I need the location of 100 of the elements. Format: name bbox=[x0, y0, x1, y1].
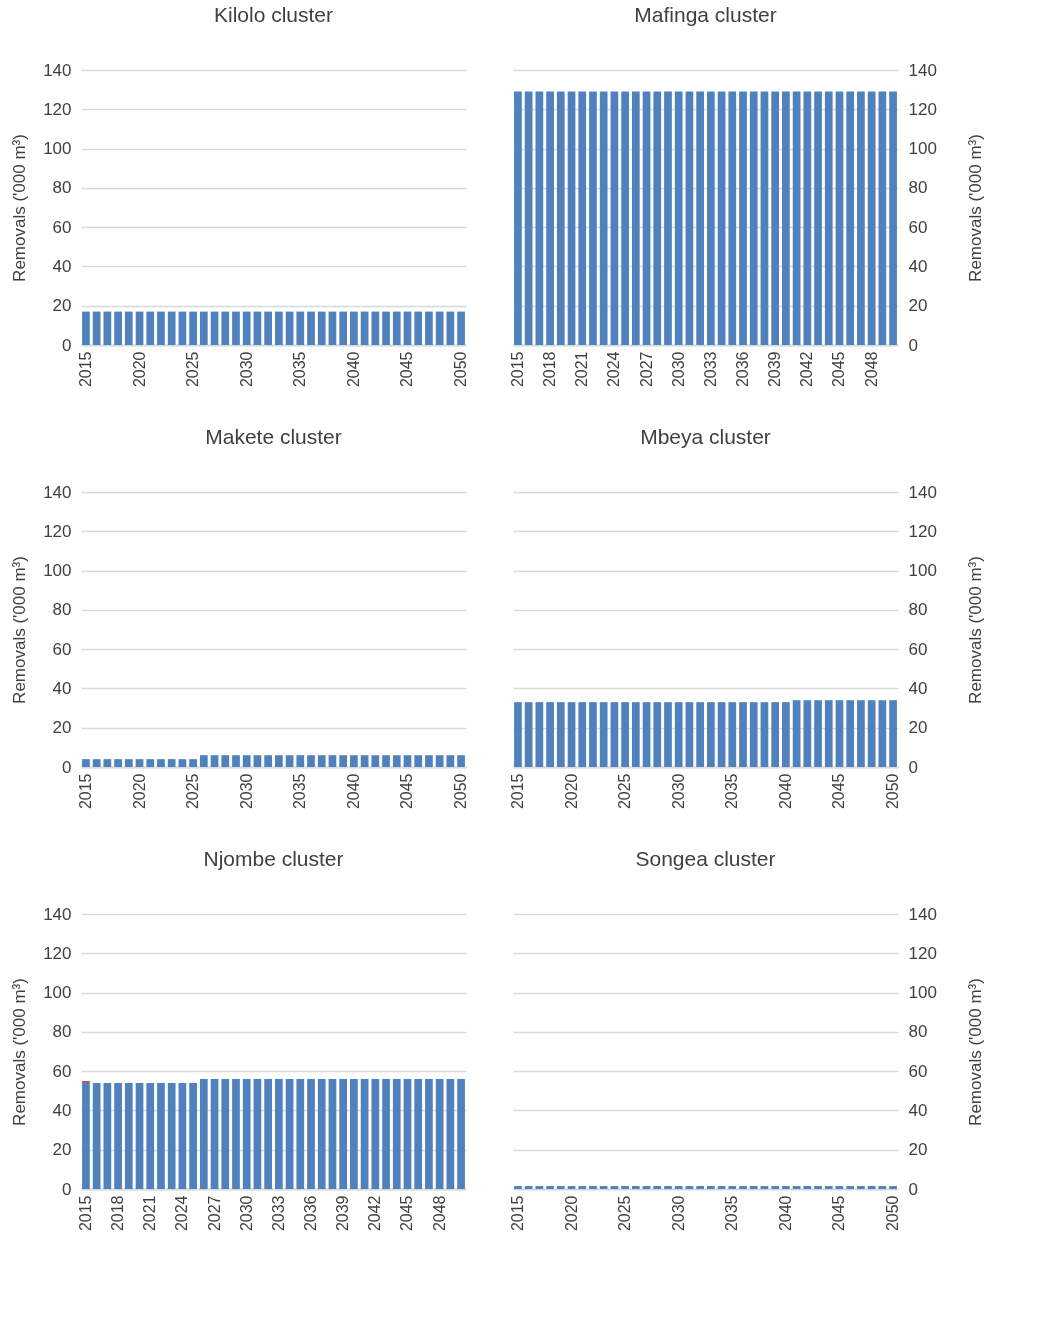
x-tick-label: 2050 bbox=[884, 1195, 902, 1232]
x-tick-label: 2042 bbox=[798, 351, 816, 388]
x-tick-label: 2020 bbox=[130, 773, 148, 810]
x-tick-label: 2039 bbox=[766, 351, 784, 388]
y-tick-label: 120 bbox=[43, 99, 72, 119]
y-axis-title: Removals ('000 m³) bbox=[10, 978, 30, 1126]
x-tick-label: 2030 bbox=[669, 1195, 687, 1232]
y-tick-label: 120 bbox=[43, 943, 72, 963]
x-tick-label: 2042 bbox=[366, 1195, 384, 1232]
chart-title: Makete cluster bbox=[205, 425, 342, 448]
y-tick-label: 0 bbox=[62, 335, 72, 355]
x-tick-label: 2035 bbox=[291, 351, 309, 388]
y-tick-label: 40 bbox=[52, 256, 72, 276]
y-tick-label: 0 bbox=[908, 757, 918, 777]
y-tick-label: 60 bbox=[908, 639, 928, 659]
y-tick-label: 100 bbox=[43, 983, 72, 1003]
x-tick-label: 2048 bbox=[430, 1195, 448, 1232]
x-tick-label: 2015 bbox=[508, 1195, 526, 1232]
x-tick-label: 2020 bbox=[562, 1195, 580, 1232]
x-tick-label: 2050 bbox=[884, 773, 902, 810]
x-tick-label: 2050 bbox=[452, 351, 470, 388]
x-tick-label: 2030 bbox=[237, 1195, 255, 1232]
x-tick-label: 2024 bbox=[173, 1195, 191, 1232]
x-tick-label: 2015 bbox=[76, 1195, 94, 1232]
x-tick-label: 2030 bbox=[237, 351, 255, 388]
y-tick-label: 80 bbox=[908, 600, 928, 620]
y-tick-label: 20 bbox=[52, 296, 72, 316]
y-tick-label: 100 bbox=[43, 139, 72, 159]
y-tick-label: 60 bbox=[52, 217, 72, 237]
y-tick-label: 20 bbox=[52, 1140, 72, 1160]
x-tick-label: 2020 bbox=[130, 351, 148, 388]
y-tick-label: 140 bbox=[43, 60, 72, 80]
y-axis-title: Removals ('000 m³) bbox=[965, 134, 985, 282]
y-tick-label: 140 bbox=[43, 482, 72, 502]
x-tick-label: 2045 bbox=[830, 1195, 848, 1232]
x-tick-label: 2015 bbox=[508, 773, 526, 810]
x-tick-label: 2025 bbox=[616, 1195, 634, 1232]
y-tick-label: 20 bbox=[908, 1140, 928, 1160]
y-tick-label: 20 bbox=[908, 296, 928, 316]
x-tick-label: 2024 bbox=[605, 351, 623, 388]
y-tick-label: 40 bbox=[908, 678, 928, 698]
y-tick-label: 0 bbox=[62, 757, 72, 777]
x-tick-label: 2015 bbox=[508, 351, 526, 388]
x-tick-label: 2030 bbox=[669, 773, 687, 810]
x-tick-label: 2025 bbox=[184, 773, 202, 810]
x-tick-label: 2033 bbox=[269, 1195, 287, 1232]
y-tick-label: 0 bbox=[908, 335, 918, 355]
x-tick-label: 2039 bbox=[334, 1195, 352, 1232]
x-tick-label: 2035 bbox=[723, 773, 741, 810]
x-tick-label: 2035 bbox=[723, 1195, 741, 1232]
x-tick-label: 2048 bbox=[862, 351, 880, 388]
chart-title: Njombe cluster bbox=[203, 847, 344, 870]
y-tick-label: 100 bbox=[908, 983, 937, 1003]
x-tick-label: 2045 bbox=[830, 351, 848, 388]
y-tick-label: 120 bbox=[908, 521, 937, 541]
y-tick-label: 100 bbox=[43, 561, 72, 581]
x-tick-label: 2035 bbox=[291, 773, 309, 810]
y-tick-label: 100 bbox=[908, 561, 937, 581]
x-tick-label: 2030 bbox=[237, 773, 255, 810]
y-tick-label: 80 bbox=[52, 178, 72, 198]
y-tick-label: 40 bbox=[52, 678, 72, 698]
y-tick-label: 20 bbox=[908, 718, 928, 738]
x-tick-label: 2033 bbox=[701, 351, 719, 388]
x-tick-label: 2040 bbox=[344, 351, 362, 388]
x-tick-label: 2036 bbox=[734, 351, 752, 388]
y-tick-label: 60 bbox=[52, 639, 72, 659]
y-axis-title: Removals ('000 m³) bbox=[10, 134, 30, 282]
y-tick-label: 140 bbox=[43, 904, 72, 924]
y-tick-label: 120 bbox=[43, 521, 72, 541]
x-tick-label: 2025 bbox=[616, 773, 634, 810]
y-tick-label: 120 bbox=[908, 943, 937, 963]
y-axis-title: Removals ('000 m³) bbox=[965, 978, 985, 1126]
y-tick-label: 140 bbox=[908, 482, 937, 502]
y-tick-label: 80 bbox=[52, 1022, 72, 1042]
x-tick-label: 2045 bbox=[398, 1195, 416, 1232]
y-axis-title: Removals ('000 m³) bbox=[965, 556, 985, 704]
y-tick-label: 140 bbox=[908, 904, 937, 924]
x-tick-label: 2020 bbox=[562, 773, 580, 810]
y-tick-label: 80 bbox=[908, 178, 928, 198]
y-tick-label: 80 bbox=[908, 1022, 928, 1042]
chart-title: Mbeya cluster bbox=[640, 425, 771, 448]
y-tick-label: 80 bbox=[52, 600, 72, 620]
y-tick-label: 40 bbox=[52, 1100, 72, 1120]
x-tick-label: 2027 bbox=[637, 351, 655, 388]
x-tick-label: 2040 bbox=[344, 773, 362, 810]
y-tick-label: 0 bbox=[908, 1179, 918, 1199]
y-tick-label: 20 bbox=[52, 718, 72, 738]
y-tick-label: 120 bbox=[908, 99, 937, 119]
x-tick-label: 2045 bbox=[398, 773, 416, 810]
x-tick-label: 2018 bbox=[109, 1195, 127, 1232]
y-tick-label: 60 bbox=[908, 1061, 928, 1081]
x-tick-label: 2021 bbox=[573, 351, 591, 388]
y-tick-label: 40 bbox=[908, 1100, 928, 1120]
x-tick-label: 2045 bbox=[398, 351, 416, 388]
x-tick-label: 2015 bbox=[76, 351, 94, 388]
y-tick-label: 0 bbox=[62, 1179, 72, 1199]
chart-title: Songea cluster bbox=[635, 847, 776, 870]
x-tick-label: 2040 bbox=[776, 773, 794, 810]
y-tick-label: 140 bbox=[908, 60, 937, 80]
y-tick-label: 60 bbox=[52, 1061, 72, 1081]
